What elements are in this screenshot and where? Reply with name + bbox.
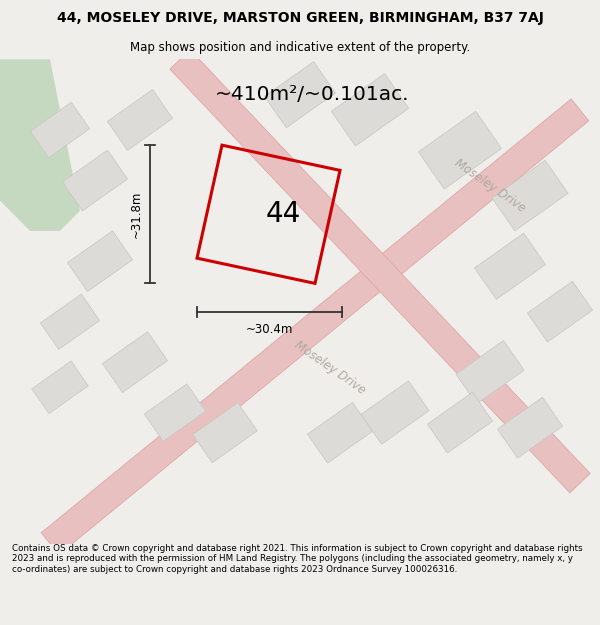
Polygon shape [475,233,545,299]
Text: ~410m²/~0.101ac.: ~410m²/~0.101ac. [215,85,409,104]
Polygon shape [265,62,335,127]
Polygon shape [107,89,173,150]
Polygon shape [40,294,100,349]
Polygon shape [0,59,80,231]
Polygon shape [31,102,89,158]
Polygon shape [62,150,128,211]
Polygon shape [331,74,409,146]
Text: ~30.4m: ~30.4m [246,323,293,336]
Text: Map shows position and indicative extent of the property.: Map shows position and indicative extent… [130,41,470,54]
Text: Contains OS data © Crown copyright and database right 2021. This information is : Contains OS data © Crown copyright and d… [12,544,583,574]
Polygon shape [492,160,568,231]
Polygon shape [307,402,373,463]
Polygon shape [103,332,167,392]
Text: ~31.8m: ~31.8m [130,191,143,238]
Polygon shape [361,381,429,444]
Polygon shape [193,402,257,462]
Polygon shape [418,111,502,189]
Polygon shape [170,49,590,493]
Text: 44: 44 [266,200,301,228]
Polygon shape [41,99,589,555]
Polygon shape [32,361,88,414]
Polygon shape [427,392,493,453]
Text: Moseley Drive: Moseley Drive [452,156,528,215]
Polygon shape [497,398,563,458]
Polygon shape [527,281,593,342]
Polygon shape [67,231,133,292]
Text: Moseley Drive: Moseley Drive [292,338,368,396]
Text: 44, MOSELEY DRIVE, MARSTON GREEN, BIRMINGHAM, B37 7AJ: 44, MOSELEY DRIVE, MARSTON GREEN, BIRMIN… [56,11,544,25]
Polygon shape [144,384,206,441]
Polygon shape [456,341,524,404]
